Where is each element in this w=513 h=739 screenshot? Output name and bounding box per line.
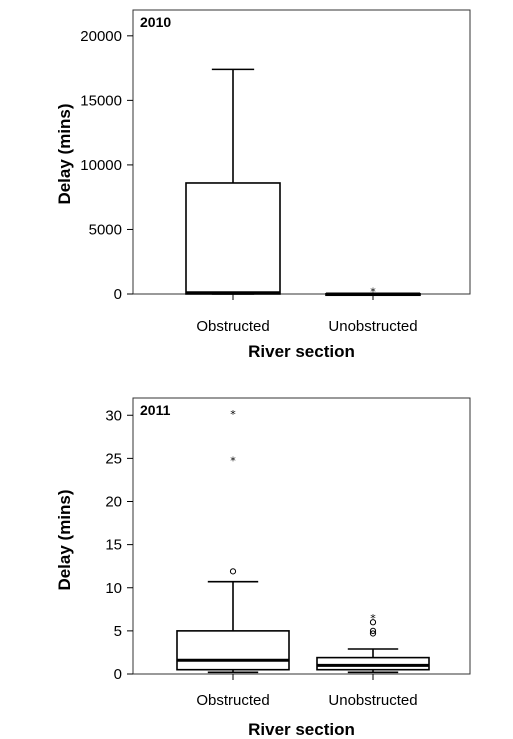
outlier-extreme: * [370,285,376,298]
y-tick-label: 20000 [80,28,122,45]
y-tick-label: 20 [105,494,122,511]
x-tick-label: Obstructed [196,318,269,335]
outlier-extreme: * [230,408,236,421]
x-tick-label: Obstructed [196,692,269,709]
x-axis-title: River section [248,342,355,361]
outlier-circle [369,619,377,626]
plot-frame [132,397,471,675]
y-tick-label: 15000 [80,92,122,109]
y-tick-label: 0 [114,286,122,303]
outlier-circle [369,630,377,637]
box-obstructed: ** [176,408,290,674]
y-tick-label: 25 [105,450,122,467]
outlier-extreme: * [230,454,236,467]
box-iqr [176,630,290,671]
outlier-circle [369,627,377,634]
outlier-extreme: * [370,612,376,625]
box-unobstructed: * [325,285,421,298]
plot-frame [132,9,471,295]
panel-label: 2011 [140,402,171,418]
x-tick-label: Unobstructed [328,318,417,335]
y-tick-label: 15 [105,537,122,554]
box-unobstructed: * [316,612,430,674]
box-iqr [316,656,430,671]
y-tick-label: 5 [114,623,122,640]
y-tick-label: 10000 [80,157,122,174]
outlier-circle [229,568,237,575]
y-tick-label: 0 [114,666,122,683]
x-tick-label: Unobstructed [328,692,417,709]
y-axis-title: Delay (mins) [55,103,74,204]
y-tick-label: 30 [105,407,122,424]
y-tick-label: 5000 [89,221,122,238]
y-tick-label: 10 [105,580,122,597]
box-obstructed [185,68,281,295]
y-axis-title: Delay (mins) [55,489,74,590]
x-axis-title: River section [248,720,355,739]
chart-panel-2011: 2011 0 5 10 15 20 25 30 Delay (mins) River sectio… [55,397,471,739]
box-iqr [185,182,281,295]
chart-panel-2010: 2010 0 5000 10000 15000 20000 Delay (mins) Rive… [55,9,471,361]
panel-label: 2010 [140,14,171,30]
